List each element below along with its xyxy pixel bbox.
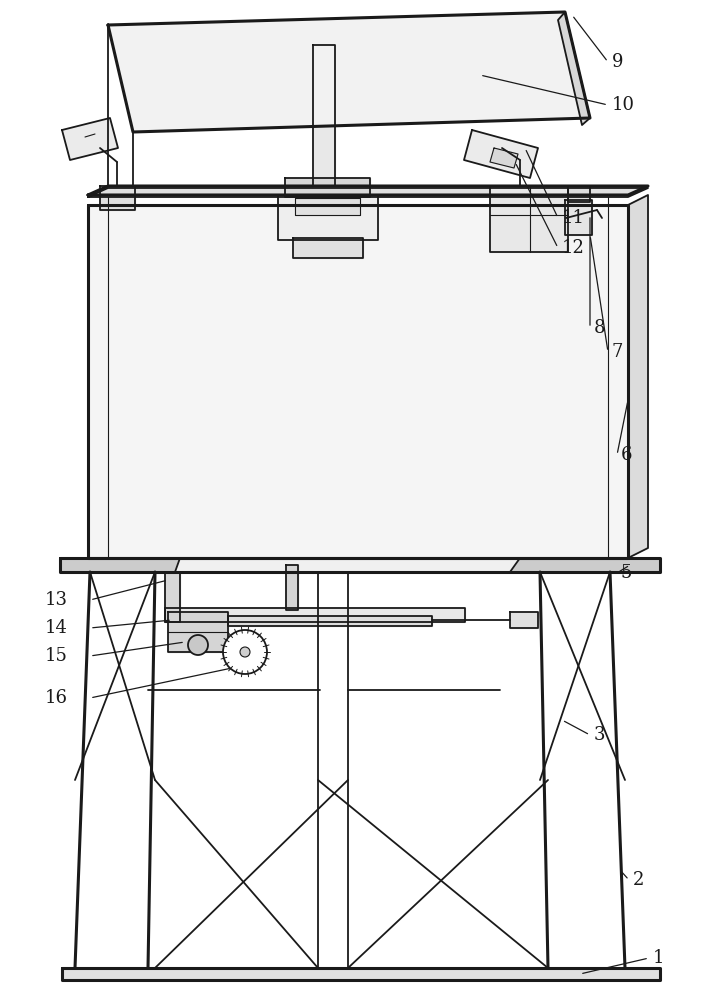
Polygon shape	[88, 188, 648, 197]
Polygon shape	[293, 238, 363, 258]
Text: 5: 5	[621, 564, 632, 582]
Polygon shape	[285, 178, 370, 197]
Polygon shape	[464, 130, 538, 178]
Polygon shape	[565, 200, 592, 235]
Polygon shape	[88, 186, 648, 195]
Text: 10: 10	[612, 96, 635, 114]
Polygon shape	[490, 186, 568, 252]
Text: 11: 11	[562, 209, 585, 227]
Text: 7: 7	[612, 343, 624, 361]
Polygon shape	[175, 558, 520, 572]
Text: 13: 13	[45, 591, 68, 609]
Polygon shape	[100, 186, 135, 210]
Circle shape	[240, 647, 250, 657]
Text: 16: 16	[45, 689, 68, 707]
Polygon shape	[510, 612, 538, 628]
Polygon shape	[62, 118, 118, 160]
Polygon shape	[628, 195, 648, 558]
Polygon shape	[165, 572, 180, 622]
Polygon shape	[108, 12, 590, 132]
Polygon shape	[168, 612, 228, 652]
Polygon shape	[228, 616, 432, 626]
Polygon shape	[295, 198, 360, 215]
Polygon shape	[62, 968, 660, 980]
Polygon shape	[313, 45, 335, 186]
Text: 14: 14	[45, 619, 68, 637]
Text: 1: 1	[653, 949, 665, 967]
Polygon shape	[60, 558, 660, 572]
Text: 6: 6	[621, 446, 632, 464]
Polygon shape	[278, 195, 378, 240]
Circle shape	[223, 630, 267, 674]
Text: 12: 12	[562, 239, 585, 257]
Text: 2: 2	[633, 871, 645, 889]
Polygon shape	[88, 205, 628, 558]
Text: 8: 8	[594, 319, 605, 337]
Polygon shape	[490, 148, 518, 168]
Text: 9: 9	[612, 53, 624, 71]
Text: 15: 15	[45, 647, 68, 665]
Text: 3: 3	[594, 726, 605, 744]
Polygon shape	[286, 565, 298, 610]
Polygon shape	[568, 186, 590, 202]
Circle shape	[188, 635, 208, 655]
Polygon shape	[165, 608, 465, 622]
Polygon shape	[558, 12, 590, 125]
